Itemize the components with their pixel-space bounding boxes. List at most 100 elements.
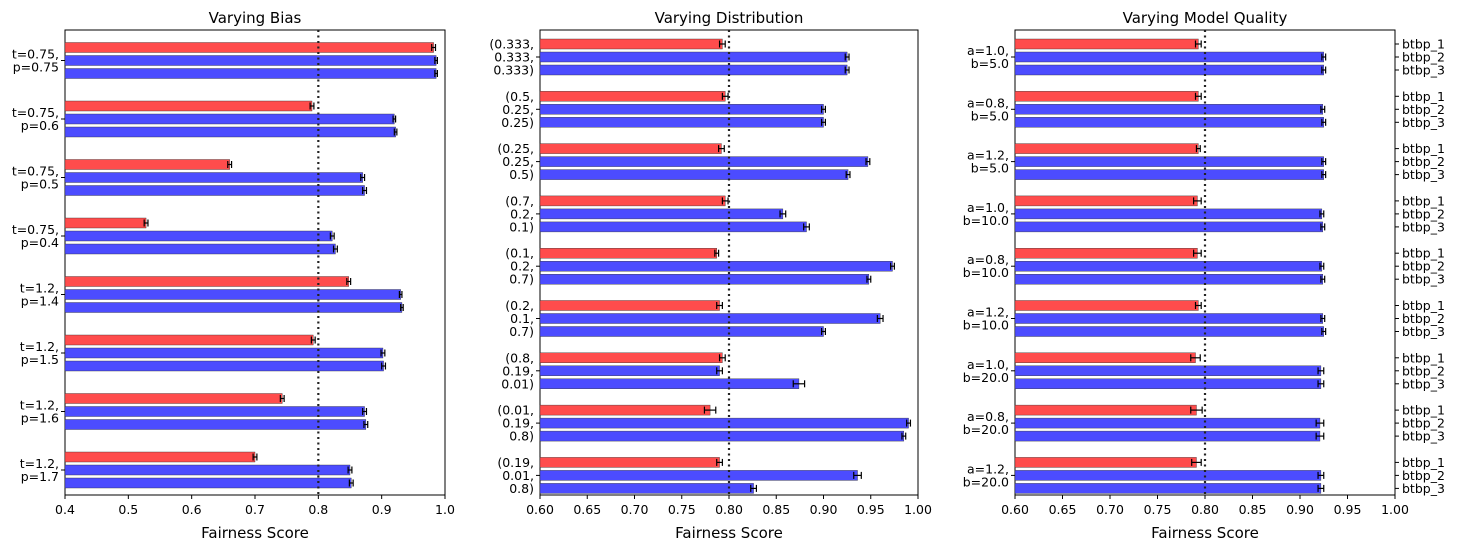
bar-btbp-1 <box>539 247 717 259</box>
right-tick-label: btbp_2 <box>1402 102 1445 117</box>
bar-btbp-1 <box>539 457 720 468</box>
right-tick-label: btbp_3 <box>1402 376 1445 391</box>
bar-btbp-3 <box>1014 274 1323 285</box>
bar-btbp-3 <box>539 169 849 180</box>
group-label: p=1.7 <box>21 469 59 484</box>
right-tick-label: btbp_3 <box>1402 324 1445 339</box>
x-axis-label: Fairness Score <box>1151 524 1259 542</box>
bar-btbp-3 <box>539 117 824 128</box>
panel-varying-model-quality: Varying Model Quality Fairness Score 0.6… <box>963 9 1445 542</box>
group-label: a=1.2, <box>967 305 1009 320</box>
bar-btbp-2 <box>539 261 893 272</box>
group-label: t=1.2, <box>20 339 59 354</box>
bar-btbp-2 <box>539 208 784 220</box>
panel-title: Varying Distribution <box>655 9 804 27</box>
x-tick-label: 0.85 <box>762 502 790 517</box>
group-label: 0.5) <box>509 167 534 182</box>
right-tick-label: btbp_2 <box>1402 154 1445 169</box>
bar-btbp-1 <box>539 143 722 154</box>
x-tick-label: 0.6 <box>182 502 202 517</box>
bar-btbp-1 <box>64 42 434 53</box>
right-tick-label: btbp_2 <box>1402 259 1445 274</box>
x-tick-label: 0.75 <box>1144 502 1172 517</box>
bar-btbp-3 <box>1014 221 1323 233</box>
group-label: b=20.0 <box>963 474 1009 489</box>
group-label: a=0.8, <box>967 95 1009 110</box>
group-label: t=0.75, <box>12 222 59 237</box>
group-label: a=1.2, <box>967 461 1009 476</box>
bar-btbp-3 <box>1014 117 1324 128</box>
bar-btbp-2 <box>1014 313 1323 324</box>
bar-btbp-3 <box>539 326 824 337</box>
x-tick-label: 0.80 <box>1191 502 1219 517</box>
x-tick-label: 0.80 <box>715 502 743 517</box>
x-tick-label: 0.9 <box>372 502 392 517</box>
group-label: 0.8) <box>509 429 534 444</box>
bar-btbp-2 <box>64 347 384 359</box>
x-tick-label: 0.70 <box>1096 502 1124 517</box>
x-tick-label: 0.65 <box>1049 502 1077 517</box>
bar-btbp-2 <box>1014 261 1323 272</box>
right-tick-label: btbp_3 <box>1402 167 1445 182</box>
group-label: 0.333, <box>494 50 534 65</box>
bar-btbp-1 <box>539 404 711 416</box>
group-label: p=0.4 <box>21 235 59 250</box>
group-label: 0.7) <box>509 272 534 287</box>
group-label: t=1.2, <box>20 456 59 471</box>
x-tick-label: 0.90 <box>1286 502 1314 517</box>
group-label: (0.5, <box>505 89 534 104</box>
x-tick-label: 0.7 <box>245 502 265 517</box>
bar-btbp-1 <box>64 451 256 463</box>
right-tick-label: btbp_1 <box>1402 193 1445 208</box>
x-tick-label: 0.85 <box>1239 502 1267 517</box>
bar-btbp-1 <box>64 334 314 346</box>
bar-btbp-1 <box>1014 195 1198 207</box>
group-label: a=1.0, <box>967 43 1009 58</box>
bar-btbp-1 <box>64 393 283 404</box>
x-tick-label: 1.00 <box>904 502 932 517</box>
group-label: b=20.0 <box>963 370 1009 385</box>
bar-btbp-3 <box>64 360 384 372</box>
bar-btbp-2 <box>1014 470 1322 481</box>
group-label: p=1.4 <box>21 294 59 309</box>
right-tick-label: btbp_2 <box>1402 363 1445 378</box>
x-tick-label: 0.75 <box>668 502 696 517</box>
bar-btbp-2 <box>64 464 351 476</box>
group-label: (0.01, <box>497 403 534 418</box>
right-tick-label: btbp_3 <box>1402 115 1445 130</box>
right-tick-label: btbp_1 <box>1402 298 1445 313</box>
bar-btbp-1 <box>539 38 723 50</box>
bar-btbp-3 <box>539 430 905 442</box>
right-tick-label: btbp_2 <box>1402 468 1445 483</box>
x-tick-label: 0.70 <box>621 502 649 517</box>
x-tick-label: 0.4 <box>55 502 75 517</box>
panel-varying-distribution: Varying Distribution Fairness Score 0.60… <box>489 9 932 542</box>
right-tick-label: btbp_3 <box>1402 429 1445 444</box>
group-label: (0.25, <box>497 141 534 156</box>
right-tick-label: btbp_1 <box>1402 403 1445 418</box>
group-label: b=5.0 <box>971 108 1009 123</box>
right-tick-label: btbp_3 <box>1402 272 1445 287</box>
x-axis-label: Fairness Score <box>675 524 783 542</box>
right-tick-label: btbp_3 <box>1402 63 1445 78</box>
bar-btbp-1 <box>1014 352 1196 363</box>
x-tick-label: 0.65 <box>573 502 601 517</box>
x-tick-label: 0.60 <box>1001 502 1029 517</box>
right-tick-label: btbp_2 <box>1402 50 1445 65</box>
bar-btbp-3 <box>64 302 403 313</box>
group-label: p=0.6 <box>21 118 59 133</box>
bar-btbp-1 <box>1014 247 1198 259</box>
group-label: t=0.75, <box>12 47 59 62</box>
bar-btbp-2 <box>64 230 333 242</box>
bar-btbp-3 <box>64 243 336 255</box>
bar-btbp-2 <box>1014 417 1321 429</box>
group-label: 0.25) <box>501 115 534 130</box>
bar-btbp-1 <box>539 300 720 311</box>
bar-btbp-2 <box>539 365 720 376</box>
x-tick-label: 0.60 <box>526 502 554 517</box>
bar-btbp-3 <box>1014 378 1322 389</box>
group-label: p=0.75 <box>13 60 59 75</box>
bar-btbp-1 <box>1014 300 1199 311</box>
group-label: 0.25, <box>502 154 534 169</box>
